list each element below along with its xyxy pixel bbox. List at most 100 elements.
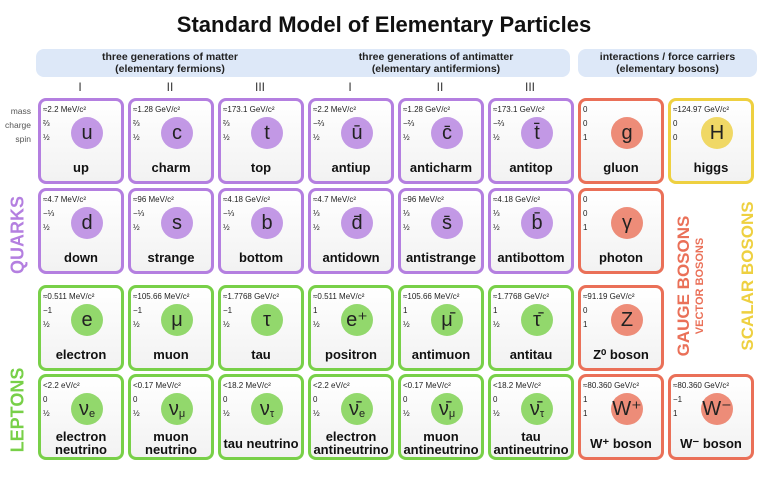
particle-symbol: Z xyxy=(611,304,643,336)
particle-name: antistrange xyxy=(405,249,477,265)
particle-mass: ≈4.18 GeV/c² xyxy=(493,195,541,204)
particle-name: muon neutrino xyxy=(145,429,197,457)
particle-spin: ½ xyxy=(313,223,320,232)
particle-card: ≈2.2 MeV/c² ⅔ ½ u up xyxy=(38,98,124,184)
particle-charge: −1 xyxy=(223,306,233,315)
side-label: LEPTONS xyxy=(7,367,28,453)
particle-name: charm xyxy=(151,159,191,175)
symbol-subscript: μ xyxy=(178,408,186,420)
particle-mass: <2.2 eV/c² xyxy=(313,381,350,390)
particle-symbol: H xyxy=(701,117,733,149)
particle-name: tau neutrino xyxy=(223,435,299,451)
particle-name: anticharm xyxy=(409,159,473,175)
particle-name: positron xyxy=(325,346,377,362)
particle-spin: ½ xyxy=(133,133,140,142)
particle-spin: ½ xyxy=(223,320,230,329)
particle-charge: 0 xyxy=(43,395,48,404)
particle-charge: −⅓ xyxy=(43,209,55,218)
particle-charge: −⅓ xyxy=(133,209,145,218)
particle-mass: ≈1.7768 GeV/c² xyxy=(223,292,279,301)
particle-mass: ≈1.28 GeV/c² xyxy=(403,105,451,114)
property-label: charge xyxy=(5,120,31,130)
particle-spin: 1 xyxy=(583,133,588,142)
symbol: ν̄ xyxy=(529,398,540,420)
title: Standard Model of Elementary Particles xyxy=(176,12,592,37)
particle-mass: ≈91.19 GeV/c² xyxy=(583,292,635,301)
particle-spin: ½ xyxy=(493,223,500,232)
particle-spin: ½ xyxy=(493,409,500,418)
symbol: g xyxy=(621,122,633,144)
symbol: ū xyxy=(351,122,363,144)
particle-charge: 1 xyxy=(583,395,588,404)
particle-charge: 0 xyxy=(313,395,318,404)
header-text: interactions / force carriers (elementary… xyxy=(578,51,757,75)
header-line: (elementary fermions) xyxy=(115,63,225,75)
symbol: t xyxy=(264,122,270,144)
particle-spin: ½ xyxy=(133,409,140,418)
particle-name: antibottom xyxy=(497,249,565,265)
particle-card: ≈0.511 MeV/c² −1 ½ e electron xyxy=(38,285,124,371)
particle-card: ≈4.7 MeV/c² −⅓ ½ d down xyxy=(38,188,124,274)
particle-name: antidown xyxy=(322,249,380,265)
particle-charge: ⅔ xyxy=(43,119,50,128)
particle-symbol: ντ xyxy=(251,393,283,425)
particle-mass: ≈105.66 MeV/c² xyxy=(403,292,460,301)
particle-card: ≈173.1 GeV/c² ⅔ ½ t top xyxy=(218,98,304,184)
particle-mass: ≈2.2 MeV/c² xyxy=(43,105,87,114)
particle-name: down xyxy=(64,249,98,265)
particle-charge: 0 xyxy=(223,395,228,404)
particle-symbol: νe xyxy=(71,393,103,425)
particle-card: ≈0.511 MeV/c² 1 ½ e⁺ positron xyxy=(308,285,394,371)
symbol: c xyxy=(172,122,182,144)
particle-name: gluon xyxy=(603,159,639,175)
symbol: e⁺ xyxy=(346,309,368,331)
particle-mass: <18.2 MeV/c² xyxy=(493,381,541,390)
particle-symbol: u xyxy=(71,117,103,149)
header-text: three generations of antimatter (elementa… xyxy=(302,51,570,75)
particle-spin: 1 xyxy=(583,409,588,418)
particle-mass: ≈124.97 GeV/c² xyxy=(673,105,729,114)
particle-mass: ≈0.511 MeV/c² xyxy=(313,292,365,301)
particle-card: 0 0 1 γ photon xyxy=(578,188,664,274)
symbol: Z xyxy=(620,309,634,331)
particle-card: <2.2 eV/c² 0 ½ ν̄e electron antineutrino xyxy=(308,374,394,460)
particle-mass: ≈4.7 MeV/c² xyxy=(313,195,357,204)
particle-spin: ½ xyxy=(493,133,500,142)
particle-charge: ⅔ xyxy=(133,119,140,128)
particle-charge: −⅓ xyxy=(223,209,235,218)
particle-card: <0.17 MeV/c² 0 ½ νμ muon neutrino xyxy=(128,374,214,460)
particle-name: Z⁰ boson xyxy=(593,346,649,362)
particle-mass: ≈96 MeV/c² xyxy=(133,195,174,204)
header-line: (elementary antifermions) xyxy=(371,63,501,75)
symbol: γ xyxy=(622,212,632,234)
particle-name: top xyxy=(250,159,272,175)
particle-name: electron xyxy=(55,346,107,362)
particle-card: ≈1.28 GeV/c² −⅔ ½ c̄ anticharm xyxy=(398,98,484,184)
particle-mass: ≈4.7 MeV/c² xyxy=(43,195,87,204)
symbol: W⁻ xyxy=(702,398,732,420)
symbol: τ xyxy=(263,309,271,331)
symbol: ν xyxy=(78,398,89,420)
particle-card: ≈80.360 GeV/c² 1 1 W⁺ W⁺ boson xyxy=(578,374,664,460)
header-line: interactions / force carriers xyxy=(599,51,736,63)
particle-mass: ≈1.7768 GeV/c² xyxy=(493,292,549,301)
particle-symbol: c̄ xyxy=(431,117,463,149)
symbol-subscript: μ xyxy=(448,408,456,420)
symbol: s xyxy=(172,212,182,234)
particle-charge: ⅓ xyxy=(313,209,320,218)
particle-charge: −⅔ xyxy=(403,119,415,128)
symbol: u xyxy=(81,122,93,144)
particle-symbol: μ̄ xyxy=(431,304,463,336)
particle-spin: ½ xyxy=(133,223,140,232)
particle-mass: <0.17 MeV/c² xyxy=(403,381,451,390)
symbol: W⁺ xyxy=(612,398,642,420)
header-box xyxy=(36,49,570,77)
header-line: (elementary bosons) xyxy=(616,63,719,75)
particle-symbol: s xyxy=(161,207,193,239)
particle-charge: ⅓ xyxy=(493,209,500,218)
symbol: c̄ xyxy=(442,122,452,144)
particle-charge: 1 xyxy=(493,306,498,315)
particle-charge: −1 xyxy=(133,306,143,315)
particle-name: W⁺ boson xyxy=(590,435,652,451)
particle-symbol: ν̄μ xyxy=(431,393,463,425)
